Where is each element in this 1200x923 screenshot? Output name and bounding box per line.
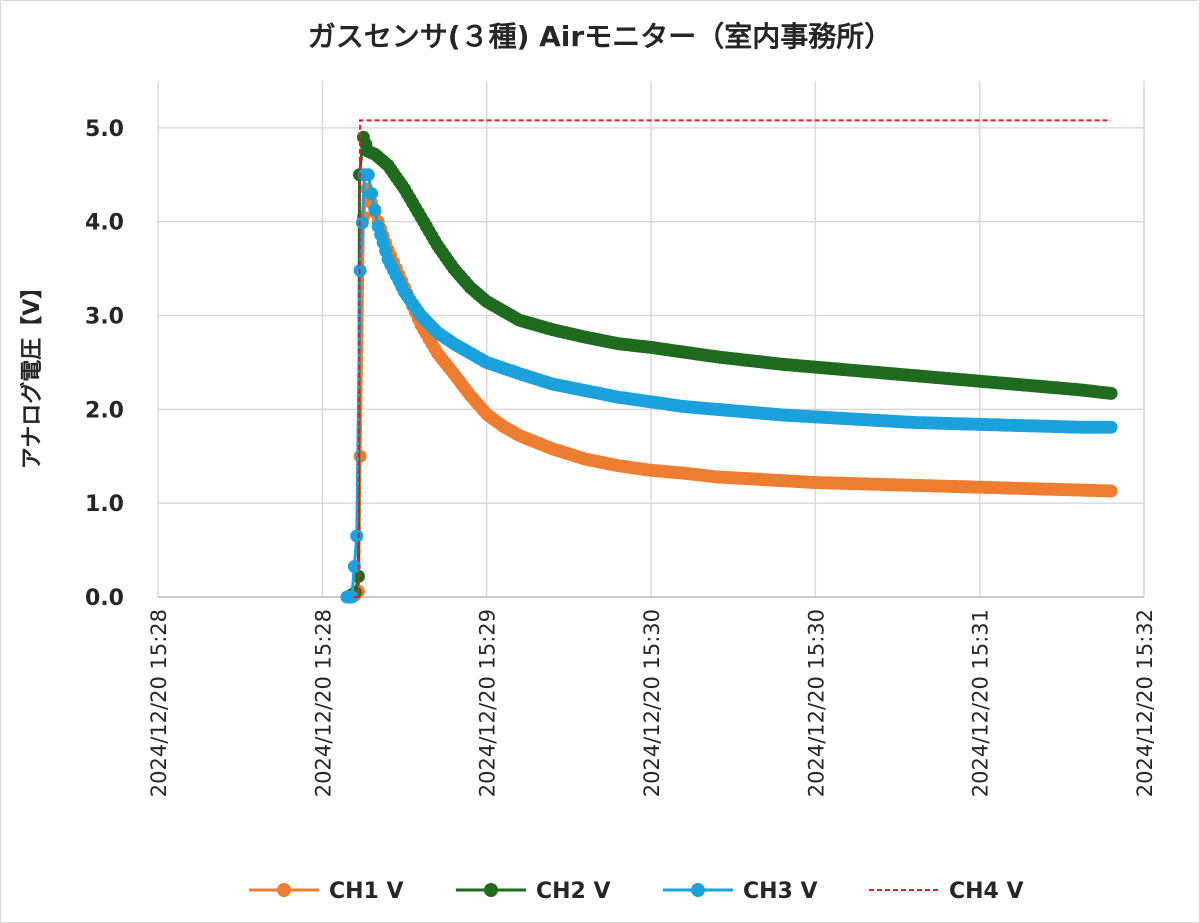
y-tick-label-5: 5.0	[85, 117, 124, 142]
x-tick-label-5: 2024/12/20 15:31	[969, 609, 993, 797]
x-tick-label-6: 2024/12/20 15:32	[1133, 609, 1157, 797]
series-3-point-8	[361, 168, 375, 182]
series-1-markers	[342, 182, 1118, 604]
series-2-point-278	[1104, 386, 1118, 400]
series-3-point-6	[355, 216, 369, 230]
legend-label-3: CH3 V	[743, 879, 818, 904]
chart-title: ガスセンサ(３種) Airモニター（室内事務所）	[308, 20, 892, 53]
x-tick-label-4: 2024/12/20 15:30	[804, 609, 828, 797]
x-tick-labels: 2024/12/20 15:28 2024/12/20 15:28 2024/12/…	[147, 609, 1157, 797]
series-1	[342, 182, 1118, 604]
y-axis-label: アナログ電圧【V】	[19, 277, 45, 470]
series-3-point-9	[365, 187, 379, 201]
y-tick-labels: 0.0 1.0 2.0 3.0 4.0 5.0	[85, 117, 124, 611]
y-tick-label-4: 4.0	[85, 211, 124, 236]
series-3-point-279	[1104, 420, 1118, 434]
y-tick-label-1: 1.0	[85, 492, 124, 517]
x-tick-label-0: 2024/12/20 15:28	[147, 609, 171, 797]
legend-marker-2	[484, 883, 498, 897]
series-2-markers	[342, 130, 1118, 604]
legend: CH1 V CH2 V CH3 V CH4 V	[249, 879, 1024, 904]
series-3	[340, 168, 1118, 604]
series-4	[353, 119, 1112, 598]
legend-item-2: CH2 V	[456, 879, 611, 904]
legend-label-1: CH1 V	[329, 879, 404, 904]
series-3-point-2	[345, 590, 359, 604]
series-1-point-278	[1104, 484, 1118, 498]
y-tick-label-0: 0.0	[85, 586, 124, 611]
series-3-markers	[340, 168, 1118, 604]
series-4-line	[353, 119, 1112, 598]
y-tick-label-2: 2.0	[85, 398, 124, 423]
x-tick-label-2: 2024/12/20 15:29	[476, 609, 500, 797]
legend-item-4: CH4 V	[869, 879, 1024, 904]
x-tick-label-1: 2024/12/20 15:28	[311, 609, 335, 797]
grid	[157, 81, 1145, 598]
legend-label-2: CH2 V	[536, 879, 611, 904]
series-layer	[340, 119, 1118, 604]
series-3-point-4	[350, 529, 364, 543]
legend-item-1: CH1 V	[249, 879, 404, 904]
legend-label-4: CH4 V	[949, 879, 1024, 904]
legend-marker-1	[277, 883, 291, 897]
series-2-line	[347, 136, 1112, 599]
series-3-point-10	[368, 203, 382, 217]
legend-item-3: CH3 V	[663, 879, 818, 904]
y-tick-label-3: 3.0	[85, 305, 124, 330]
legend-marker-3	[691, 883, 705, 897]
series-2	[342, 130, 1118, 604]
x-tick-label-3: 2024/12/20 15:30	[640, 609, 664, 797]
